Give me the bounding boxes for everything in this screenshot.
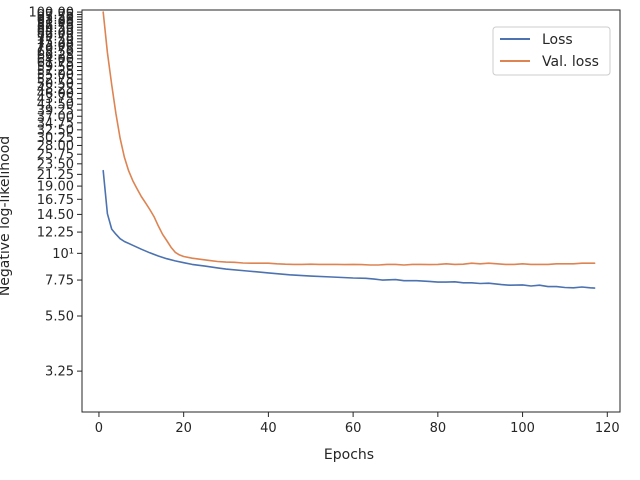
y-tick-label: 55.00: [37, 68, 74, 83]
y-tick-label: 30.25: [37, 131, 74, 146]
y-tick-label: 41.50: [37, 98, 74, 113]
y-tick-label: 50.50: [37, 77, 74, 92]
y-axis-title: Negative log-likelihood: [0, 136, 13, 296]
y-tick-label: 5.50: [45, 309, 74, 324]
series-line-val-loss: [102, 11, 596, 266]
series-lines: [102, 11, 596, 289]
y-tick-label: 48.25: [37, 82, 74, 97]
y-tick-label: 75.25: [37, 35, 74, 50]
x-tick-label: 100: [510, 421, 535, 436]
x-axis-title: Epochs: [324, 447, 374, 463]
y-tick-label: 86.50: [37, 21, 74, 36]
y-tick-label: 59.50: [37, 60, 74, 75]
y-tick-label: 52.75: [37, 73, 74, 88]
y-tick-label: 7.75: [45, 274, 74, 289]
x-tick-label: 20: [175, 421, 192, 436]
y-tick-label: 21.25: [37, 168, 74, 183]
y-tick-label: 91.00: [37, 15, 74, 30]
y-tick-label: 10¹: [52, 247, 74, 262]
y-tick-label: 93.25: [37, 13, 74, 28]
y-tick-label: 97.75: [37, 8, 74, 23]
y-tick-label: 57.25: [37, 64, 74, 79]
legend-label-val-loss: Val. loss: [542, 54, 599, 70]
y-tick-label: 61.75: [37, 56, 74, 71]
x-tick-label: 0: [95, 421, 103, 436]
x-axis-ticks: 0 20 40 60 80 100 120: [95, 412, 620, 436]
y-tick-label: 37.00: [37, 110, 74, 125]
y-axis-ticks: 3.25 5.50 7.75 10¹ 12.25 14.5016.7519.0021.25…: [29, 6, 82, 380]
y-tick-label: 46.00: [37, 87, 74, 102]
y-tick-label: 64.00: [37, 52, 74, 67]
y-tick-label: 19.00: [37, 180, 74, 195]
y-tick-label: 88.75: [37, 18, 74, 33]
y-tick-label: 100.00: [29, 6, 75, 21]
x-tick-label: 80: [430, 421, 447, 436]
y-tick-label: 16.75: [37, 193, 74, 208]
x-tick-label: 60: [345, 421, 362, 436]
y-tick-label: 23.50: [37, 157, 74, 172]
y-tick-label: 79.75: [37, 29, 74, 44]
y-tick-label: 95.50: [37, 10, 74, 25]
x-tick-label: 120: [595, 421, 620, 436]
legend-label-loss: Loss: [542, 32, 573, 48]
y-tick-label: 3.25: [45, 365, 74, 380]
y-tick-label: 39.25: [37, 104, 74, 119]
plot-area: [81, 9, 621, 413]
y-tick-label: 32.50: [37, 123, 74, 138]
x-tick-label: 40: [260, 421, 277, 436]
legend: Loss Val. loss: [492, 26, 611, 76]
series-line-loss: [102, 169, 596, 289]
y-tick-label: 73.00: [37, 39, 74, 54]
y-tick-label: 28.00: [37, 139, 74, 154]
y-tick-label: 77.50: [37, 32, 74, 47]
y-tick-label: 68.50: [37, 45, 74, 60]
y-tick-label: 82.00: [37, 26, 74, 41]
y-tick-label: 43.75: [37, 92, 74, 107]
y-tick-label: 12.25: [37, 226, 74, 241]
y-tick-label: 66.25: [37, 49, 74, 64]
y-tick-label: 34.75: [37, 116, 74, 131]
y-tick-label: 84.25: [37, 24, 74, 39]
y-tick-label: 14.50: [37, 208, 74, 223]
y-tick-label: 25.75: [37, 148, 74, 163]
y-tick-label: 70.75: [37, 42, 74, 57]
